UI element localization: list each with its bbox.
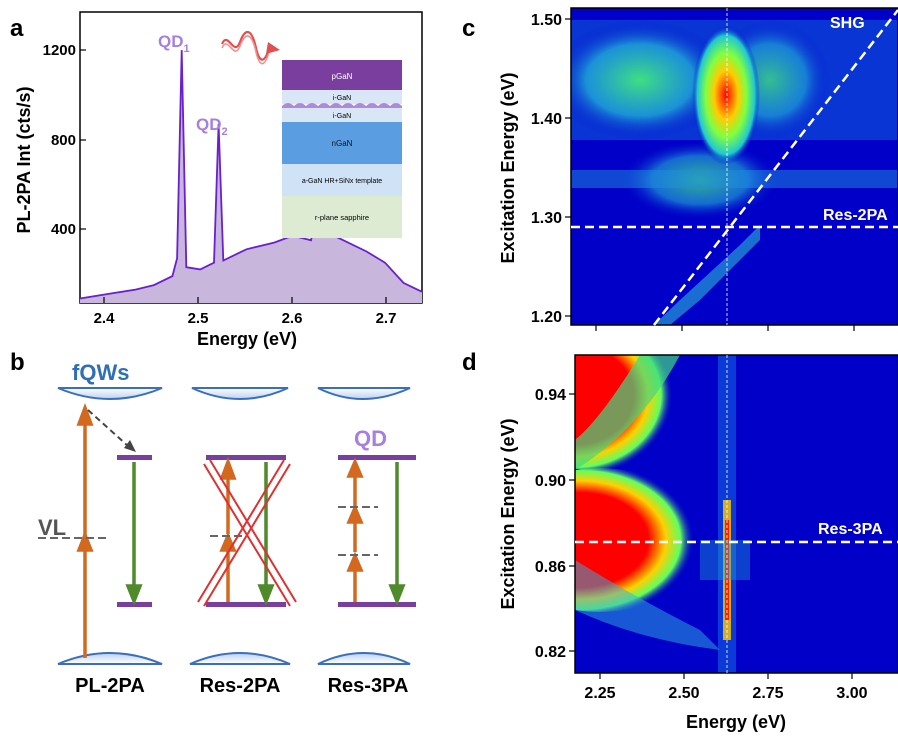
- panel-d-xlabel: Energy (eV): [686, 712, 786, 732]
- y-tick-800: 800: [51, 132, 76, 149]
- panel-a-x-tick-labels: 2.4 2.5 2.6 2.7: [94, 310, 397, 327]
- vl-label: VL: [38, 515, 66, 540]
- svg-text:pGaN: pGaN: [332, 72, 353, 81]
- svg-text:i-GaN: i-GaN: [333, 113, 351, 120]
- pl2pa-excitation-arrows: [76, 403, 94, 658]
- layer-ngan: [282, 122, 402, 164]
- svg-text:1.20: 1.20: [531, 309, 562, 326]
- qd1-label: QD1: [158, 32, 190, 55]
- svg-text:r-plane sapphire: r-plane sapphire: [315, 213, 369, 222]
- qd-label: QD: [354, 426, 387, 451]
- shg-line: [653, 9, 898, 326]
- panel-label-d: d: [462, 349, 477, 376]
- panel-c-heatmap: SHG Res-2PA 1.50 1.40 1.30 1.20 Excitation…: [498, 7, 898, 331]
- panel-a-xlabel: Energy (eV): [197, 329, 297, 349]
- panel-label-a: a: [10, 15, 24, 42]
- svg-text:nGaN: nGaN: [332, 139, 353, 148]
- panel-label-b: b: [10, 349, 25, 376]
- shg-label: SHG: [830, 15, 865, 32]
- svg-text:0.90: 0.90: [535, 473, 566, 490]
- res3pa-emission-arrow: [388, 462, 406, 606]
- spectrum-fill: [80, 50, 422, 303]
- res2pa-excitation-arrows: [219, 457, 237, 602]
- svg-text:PL-2PA: PL-2PA: [75, 675, 145, 697]
- fqw-bottom-3: [317, 652, 411, 665]
- panel-a-ylabel: PL-2PA Int (cts/s): [14, 86, 34, 233]
- svg-text:Res-3PA: Res-3PA: [328, 675, 409, 697]
- level-bottom-3: [338, 602, 416, 607]
- relaxation-arrow: [87, 409, 129, 447]
- panel-b-diagram: fQWs VL: [38, 360, 416, 697]
- x-tick-2.5: 2.5: [188, 310, 209, 327]
- panel-a-ticks: [80, 49, 387, 303]
- layer-template: [282, 164, 402, 196]
- y-tick-1200: 1200: [43, 42, 76, 59]
- svg-text:a-GaN HR+SiNx template: a-GaN HR+SiNx template: [302, 178, 382, 185]
- x-tick-2.7: 2.7: [376, 310, 397, 327]
- spectrum-line: [79, 50, 423, 300]
- panel-label-c: c: [462, 15, 475, 42]
- level-bottom-1: [117, 602, 152, 607]
- panel-d-heatmap: Res-3PA 0.94 0.90 0.86 0.82 2.25 2.50 2.75 3…: [498, 354, 898, 732]
- level-top-1: [117, 455, 152, 460]
- svg-text:2.50: 2.50: [668, 685, 699, 702]
- panel-a-chart: 2.4 2.5 2.6 2.7 400 800 1200 Energy (eV)…: [14, 11, 423, 349]
- fqw-bottom-2: [189, 652, 291, 665]
- svg-text:2.75: 2.75: [752, 685, 783, 702]
- qd2-label: QD2: [196, 115, 228, 138]
- pl2pa-emission-arrow: [125, 462, 143, 606]
- level-bottom-2: [206, 602, 286, 607]
- level-top-2: [206, 455, 286, 460]
- panel-b-labels: PL-2PA Res-2PA Res-3PA: [75, 675, 408, 697]
- panel-d-ylabel: Excitation Energy (eV): [498, 418, 518, 609]
- y-tick-400: 400: [51, 221, 76, 238]
- panel-c-ylabel: Excitation Energy (eV): [498, 72, 518, 263]
- svg-text:1.50: 1.50: [531, 12, 562, 29]
- layer-pgan: [282, 60, 402, 90]
- svg-text:3.00: 3.00: [836, 685, 867, 702]
- fqw-bottom-1: [57, 652, 163, 665]
- res2pa-map-label: Res-2PA: [823, 207, 888, 224]
- svg-text:0.94: 0.94: [535, 387, 566, 404]
- svg-text:1.40: 1.40: [531, 111, 562, 128]
- res3pa-map-label: Res-3PA: [818, 521, 883, 538]
- cross-mark-icon: [197, 459, 297, 607]
- layer-sapphire: [282, 196, 402, 238]
- device-inset: pGaN i-GaN i-GaN nGaN a-GaN HR+SiNx temp…: [282, 60, 402, 238]
- res3pa-excitation-arrows: [346, 457, 364, 602]
- layer-igan-top: [282, 90, 402, 104]
- panel-a-y-tick-labels: 400 800 1200: [43, 42, 76, 238]
- svg-text:1.30: 1.30: [531, 210, 562, 227]
- level-top-3: [338, 455, 416, 460]
- fqw-top-1: [57, 387, 163, 400]
- laser-pulse-icon: [220, 31, 280, 65]
- svg-text:0.86: 0.86: [535, 559, 566, 576]
- x-tick-2.6: 2.6: [282, 310, 303, 327]
- svg-text:Res-2PA: Res-2PA: [200, 675, 281, 697]
- fqws-label: fQWs: [72, 360, 129, 385]
- fqw-top-2: [191, 387, 289, 400]
- svg-text:2.25: 2.25: [584, 685, 615, 702]
- svg-text:0.82: 0.82: [535, 644, 566, 661]
- layer-igan-bottom: [282, 108, 402, 122]
- svg-text:i-GaN: i-GaN: [333, 95, 351, 102]
- fqw-top-3: [317, 387, 411, 400]
- x-tick-2.4: 2.4: [94, 310, 116, 327]
